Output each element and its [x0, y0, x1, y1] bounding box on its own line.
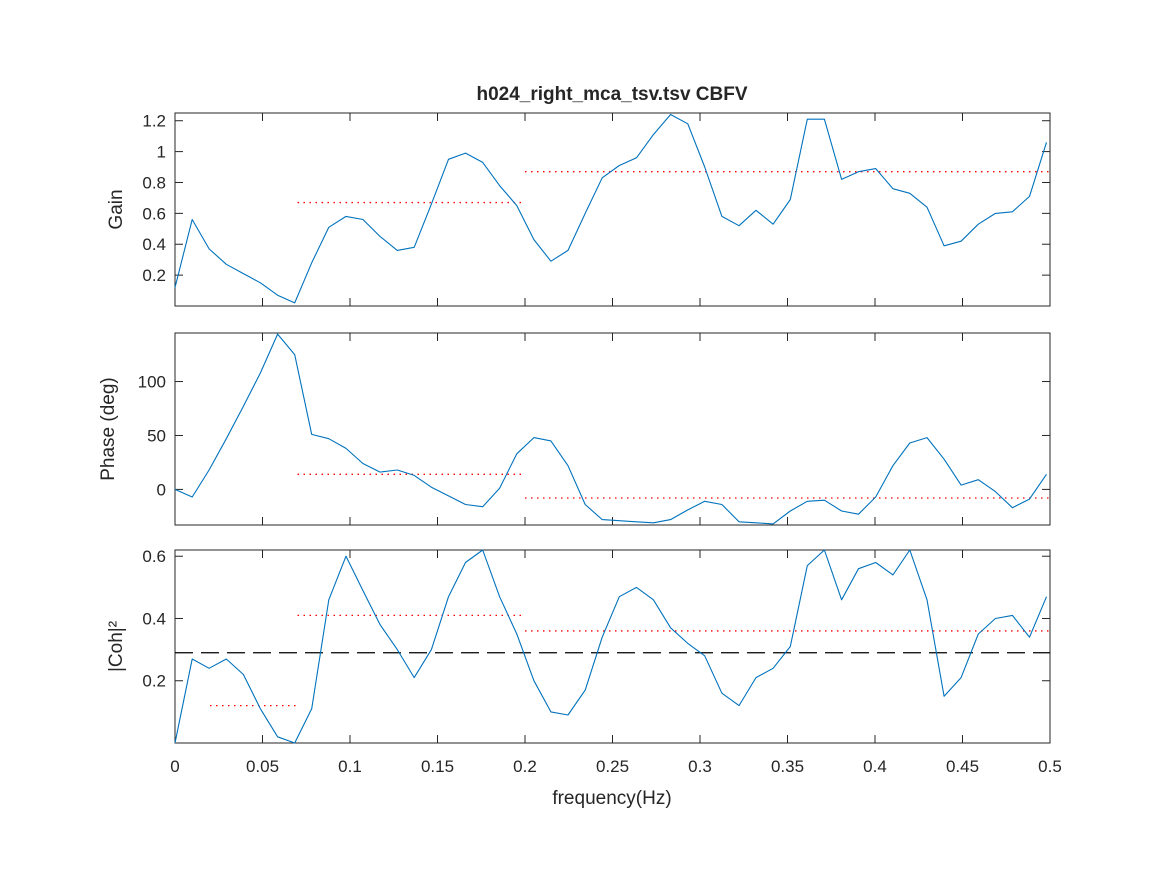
xtick-label: 0.35 — [771, 757, 804, 776]
gain-ytick-label: 0.8 — [142, 173, 166, 192]
xtick-label: 0.25 — [596, 757, 629, 776]
xtick-label: 0.1 — [338, 757, 362, 776]
gain-ytick-label: 0.2 — [142, 266, 166, 285]
gain-ytick-label: 0.4 — [142, 235, 166, 254]
coherence-subplot: 0.2 0.4 0.6 0 0.05 0.1 0.15 0.2 0.25 0.3 0.35 0.4 0.… — [106, 547, 1062, 776]
gain-axes-frame — [174, 112, 1051, 307]
gain-ytick-label: 0.6 — [142, 204, 166, 223]
xtick-label: 0.4 — [863, 757, 887, 776]
phase-ytick-label: 50 — [147, 426, 166, 445]
xtick-label: 0.05 — [246, 757, 279, 776]
xtick-label: 0.45 — [946, 757, 979, 776]
xtick-label: 0.3 — [688, 757, 712, 776]
gain-ytick-label: 1 — [157, 143, 166, 162]
phase-subplot: 0 50 100 Phase (deg) — [98, 332, 1051, 526]
coherence-ticks: 0.2 0.4 0.6 0 0.05 0.1 0.15 0.2 0.25 0.3 0.35 0.4 0.… — [142, 547, 1061, 776]
figure-title: h024_right_mca_tsv.tsv CBFV — [476, 84, 747, 105]
phase-ytick-label: 100 — [138, 373, 166, 392]
coherence-band-means — [210, 614, 1050, 707]
phase-ytick-label: 0 — [157, 480, 166, 499]
coherence-ytick-label: 0.6 — [142, 547, 166, 566]
coherence-ylabel: |Coh|² — [106, 621, 127, 672]
phase-ylabel: Phase (deg) — [98, 377, 119, 481]
coherence-ytick-label: 0.2 — [142, 672, 166, 691]
phase-ticks: 0 50 100 — [138, 333, 1051, 525]
gain-series-line — [174, 113, 1048, 304]
phase-axes-frame — [174, 332, 1051, 526]
x-axis-label: frequency(Hz) — [552, 788, 671, 809]
xtick-label: 0.15 — [421, 757, 454, 776]
xtick-label: 0.5 — [1038, 757, 1062, 776]
phase-series-line — [174, 333, 1047, 525]
coherence-ytick-label: 0.4 — [142, 609, 166, 628]
coherence-series-line — [174, 549, 1048, 744]
xtick-label: 0.2 — [513, 757, 537, 776]
coherence-axes-frame — [174, 549, 1051, 744]
gain-ticks: 0.2 0.4 0.6 0.8 1 1.2 — [142, 112, 1051, 306]
xtick-label: 0 — [170, 757, 179, 776]
gain-subplot: 0.2 0.4 0.6 0.8 1 1.2 Gain — [106, 112, 1051, 307]
gain-ylabel: Gain — [106, 189, 127, 229]
gain-ytick-label: 1.2 — [142, 112, 166, 131]
